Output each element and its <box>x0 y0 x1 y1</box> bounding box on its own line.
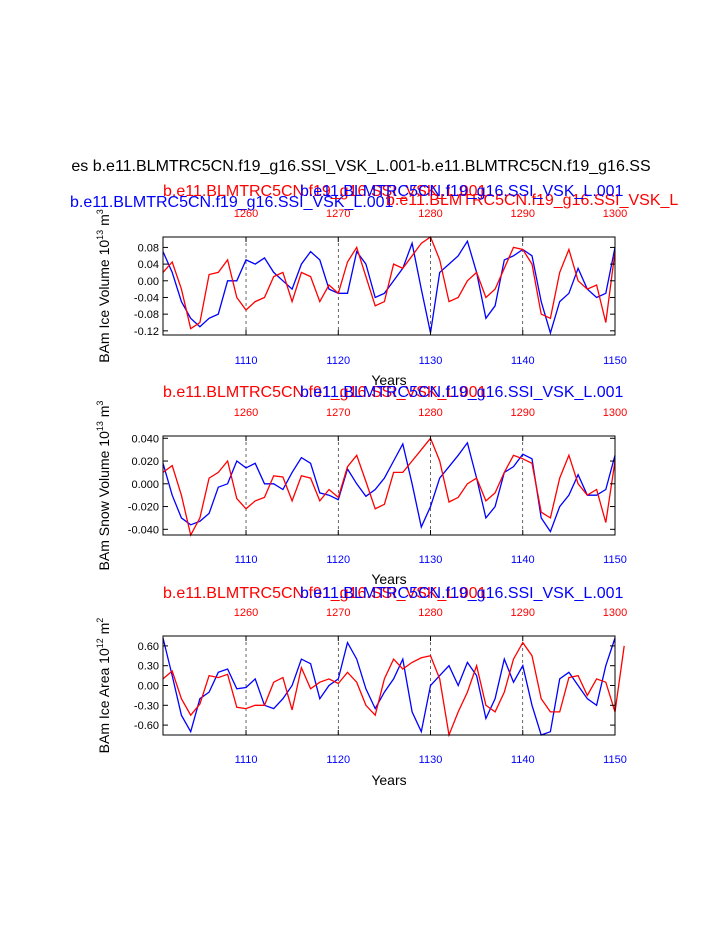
x-tick-label-bottom: 1120 <box>326 754 350 766</box>
x-tick-label-bottom: 1140 <box>511 754 535 766</box>
x-tick-label-top: 1260 <box>234 407 258 419</box>
x-tick-label-bottom: 1110 <box>235 554 258 566</box>
chart-panel-2: b.e11.BLMTRC5CN.f91_g16.SSI_VSK_L.001b.e… <box>95 384 627 587</box>
y-tick-label: 0.04 <box>138 259 159 271</box>
chart-panel-1: b.e11.BLMTRC5CN.f19_g16.SSI_VSK_L.001b.e… <box>95 183 627 388</box>
x-tick-label-bottom: 1150 <box>603 754 627 766</box>
x-tick-label-bottom: 1140 <box>511 554 535 566</box>
series-line-red <box>162 236 616 330</box>
x-tick-label-top: 1300 <box>603 607 627 619</box>
y-axis-label: BAm Ice Area 1012 m2 <box>95 618 112 754</box>
panel-title-left: b.e11.BLMTRC5CN.f91_g16.SSI_VSK_L.001 <box>163 585 487 602</box>
x-tick-label-top: 1260 <box>234 607 258 619</box>
y-tick-label: 0.60 <box>138 641 159 653</box>
y-tick-label: -0.60 <box>134 720 159 732</box>
x-tick-label-bottom: 1130 <box>419 355 443 367</box>
x-tick-label-top: 1290 <box>511 208 535 220</box>
x-tick-label-top: 1270 <box>326 208 350 220</box>
x-tick-label-top: 1300 <box>603 208 627 220</box>
x-tick-label-top: 1290 <box>511 407 535 419</box>
y-tick-label: 0.08 <box>138 242 159 254</box>
chart-panel-3: b.e11.BLMTRC5CN.f91_g16.SSI_VSK_L.001b.e… <box>95 585 627 788</box>
y-tick-label: 0.30 <box>138 661 159 673</box>
series-line-red <box>162 641 625 738</box>
x-tick-label-top: 1270 <box>326 407 350 419</box>
x-tick-label-bottom: 1120 <box>326 355 350 367</box>
y-tick-label: -0.020 <box>128 502 159 514</box>
y-tick-label: -0.30 <box>134 700 159 712</box>
series-line-blue <box>162 441 616 534</box>
figure-title-right: b.e11.BLMTRC5CN.f19_g16.SSI_VSK_L <box>386 192 678 209</box>
panel-title-right: b.e11.BLMTRC5CN.f19_g16.SSI_VSK_L.001 <box>300 384 624 401</box>
figure-title-left: b.e11.BLMTRC5CN.f19_g16.SSI_VSK_L.001 <box>70 194 394 211</box>
x-tick-label-top: 1290 <box>511 607 535 619</box>
x-tick-label-top: 1260 <box>234 208 258 220</box>
y-axis-label: BAm Snow Volume 1013 m3 <box>95 401 112 571</box>
y-tick-label: 0.00 <box>138 276 159 288</box>
panel-title-left: b.e11.BLMTRC5CN.f91_g16.SSI_VSK_L.001 <box>163 384 487 401</box>
figure-main-title: es b.e11.BLMTRC5CN.f19_g16.SSI_VSK_L.001… <box>71 158 650 175</box>
y-tick-label: -0.08 <box>134 309 159 321</box>
x-tick-label-top: 1280 <box>418 607 442 619</box>
x-tick-label-bottom: 1120 <box>326 554 350 566</box>
series-line-blue <box>162 239 616 336</box>
x-axis-label: Years <box>371 571 406 587</box>
y-tick-label: -0.04 <box>134 292 159 304</box>
x-tick-label-bottom: 1110 <box>235 355 258 367</box>
series-line-red <box>162 437 616 537</box>
x-tick-label-top: 1280 <box>418 407 442 419</box>
x-tick-label-bottom: 1150 <box>603 554 627 566</box>
x-tick-label-top: 1300 <box>603 407 627 419</box>
y-tick-label: 0.020 <box>131 456 159 468</box>
y-tick-label: 0.00 <box>138 681 159 693</box>
x-tick-label-bottom: 1140 <box>511 355 535 367</box>
series-line-blue <box>162 637 616 736</box>
y-tick-label: -0.040 <box>128 524 159 536</box>
panel-title-left: b.e11.BLMTRC5CN.f19_g16.SSI_VSK_L.001 <box>163 183 487 200</box>
x-tick-label-bottom: 1130 <box>419 554 443 566</box>
y-tick-label: 0.000 <box>131 479 159 491</box>
plot-frame <box>162 236 616 336</box>
x-tick-label-bottom: 1130 <box>419 754 443 766</box>
x-axis-label: Years <box>371 772 406 788</box>
panel-title-right: b.e11.BLMTRC5CN.f19_g16.SSI_VSK_L.001 <box>300 183 624 200</box>
y-axis-label: BAm Ice Volume 1013 m3 <box>95 209 112 363</box>
x-tick-label-top: 1280 <box>418 208 442 220</box>
panel-title-right: b.e11.BLMTRC5CN.f19_g16.SSI_VSK_L.001 <box>300 585 624 602</box>
y-tick-label: 0.040 <box>131 433 159 445</box>
plot-frame <box>162 435 616 536</box>
y-tick-label: -0.12 <box>134 326 159 338</box>
x-tick-label-bottom: 1110 <box>235 754 258 766</box>
x-axis-label: Years <box>371 372 406 388</box>
x-tick-label-top: 1270 <box>326 607 350 619</box>
x-tick-label-bottom: 1150 <box>603 355 627 367</box>
